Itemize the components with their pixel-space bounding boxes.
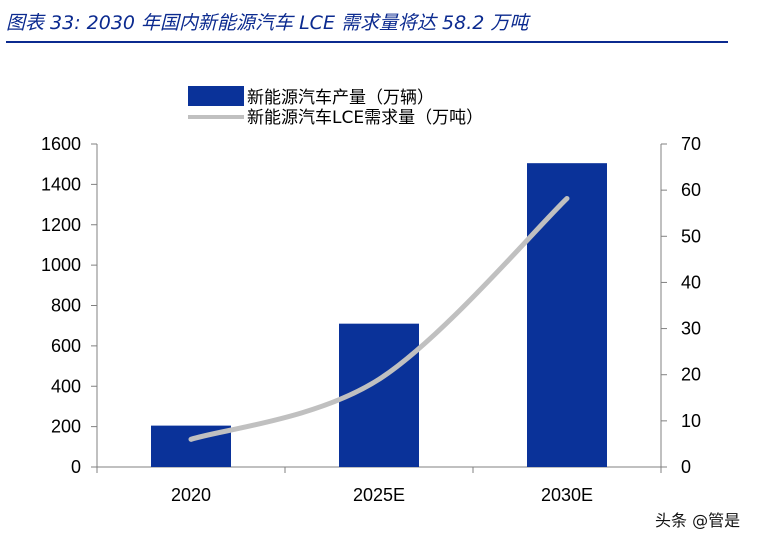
y-left-tick-label: 800 (51, 296, 81, 316)
y-left-tick-label: 0 (71, 457, 81, 477)
y-right-tick-label: 10 (681, 411, 701, 431)
title-divider (6, 41, 728, 43)
y-right-tick-label: 30 (681, 319, 701, 339)
y-right-tick-label: 70 (681, 134, 701, 154)
y-left-tick-label: 600 (51, 336, 81, 356)
y-left-tick-label: 1400 (41, 174, 81, 194)
legend-swatch-bar (188, 86, 244, 106)
x-tick-labels: 2020 2025E 2030E (171, 485, 593, 505)
x-tick-label: 2030E (541, 485, 593, 505)
y-left-tick-label: 1600 (41, 134, 81, 154)
watermark: 头条 @管是 (655, 511, 741, 530)
y-right-tick-label: 40 (681, 272, 701, 292)
y-left-tick-label: 1200 (41, 215, 81, 235)
x-tick-label: 2020 (171, 485, 211, 505)
y-left-tick-label: 400 (51, 376, 81, 396)
legend: 新能源汽车产量（万辆） 新能源汽车LCE需求量（万吨） (188, 86, 483, 128)
y-right-tick-label: 50 (681, 226, 701, 246)
y-right-tick-labels: 0 10 20 30 40 50 60 70 (681, 134, 701, 477)
y-right-tick-label: 20 (681, 365, 701, 385)
y-left-tick-label: 200 (51, 417, 81, 437)
legend-label-bar: 新能源汽车产量（万辆） (247, 88, 434, 108)
y-left-tick-label: 1000 (41, 255, 81, 275)
y-right-tick-label: 60 (681, 180, 701, 200)
legend-label-line: 新能源汽车LCE需求量（万吨） (247, 108, 483, 128)
bar-2030E (527, 163, 607, 467)
x-tick-label: 2025E (353, 485, 405, 505)
y-left-tick-labels: 0 200 400 600 800 1000 1200 1400 1600 (41, 134, 81, 477)
y-right-tick-label: 0 (681, 457, 691, 477)
chart-title: 图表 33: 2030 年国内新能源汽车 LCE 需求量将达 58.2 万吨 (6, 12, 529, 34)
line-series (188, 195, 570, 442)
bar-series (151, 163, 607, 467)
lce-demand-line (188, 195, 570, 442)
